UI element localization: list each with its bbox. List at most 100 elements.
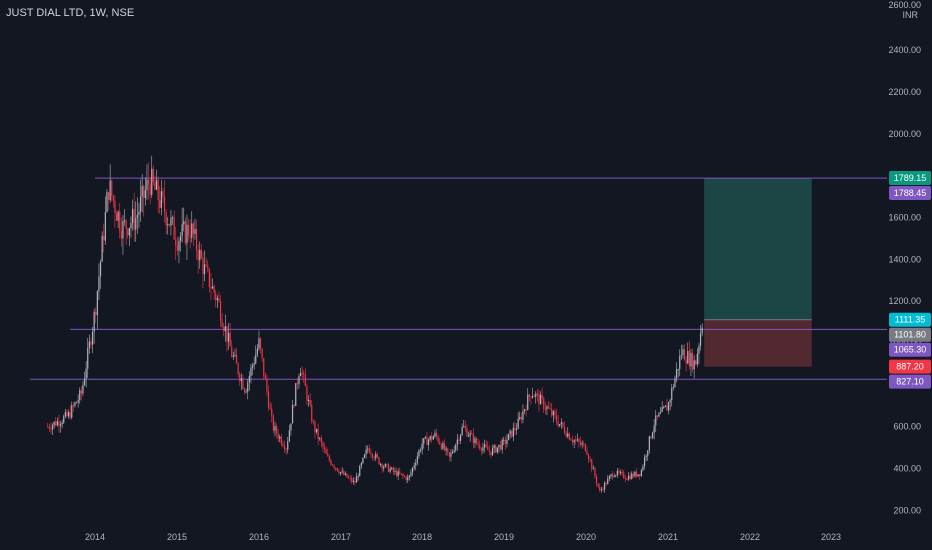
candle-body bbox=[527, 394, 529, 410]
x-tick-label: 2020 bbox=[576, 532, 596, 542]
price-badge bbox=[889, 374, 931, 389]
candle-body bbox=[77, 400, 79, 403]
candle-body bbox=[591, 459, 593, 469]
candle-body bbox=[91, 331, 94, 345]
candle-body bbox=[267, 391, 270, 408]
candle-body bbox=[432, 436, 434, 440]
candle-body bbox=[514, 427, 516, 430]
candle-body bbox=[285, 449, 287, 451]
candle-body bbox=[333, 465, 335, 468]
candle-body bbox=[423, 438, 425, 444]
candle-body bbox=[208, 268, 210, 288]
candle-body bbox=[187, 224, 190, 236]
candle-body bbox=[269, 407, 271, 409]
candle-body bbox=[659, 411, 662, 414]
candle-body bbox=[80, 390, 82, 394]
candle-body bbox=[378, 457, 380, 465]
price-badge-label: 1111.35 bbox=[895, 315, 926, 325]
candle-body bbox=[312, 421, 314, 423]
candle-body bbox=[394, 470, 396, 472]
candle-body bbox=[218, 298, 220, 302]
candle-body bbox=[279, 436, 281, 439]
candle-body bbox=[589, 458, 591, 460]
candle-body bbox=[275, 426, 278, 434]
candle-body bbox=[240, 378, 242, 382]
candle-body bbox=[655, 415, 657, 426]
candle-body bbox=[48, 426, 50, 429]
candle-body bbox=[443, 443, 446, 451]
candle-body bbox=[237, 363, 239, 375]
candle-body bbox=[338, 471, 340, 474]
candle-body bbox=[458, 439, 460, 441]
price-badge-label: 1101.80 bbox=[894, 330, 926, 340]
candle-body bbox=[355, 476, 358, 483]
candle-body bbox=[259, 338, 262, 349]
candle-body bbox=[487, 446, 489, 451]
candle-body bbox=[498, 444, 500, 448]
candle-body bbox=[184, 221, 186, 244]
candle-body bbox=[95, 312, 97, 316]
candle-body bbox=[357, 476, 359, 478]
candle-body bbox=[663, 407, 665, 409]
candle-body bbox=[82, 385, 84, 394]
candle-body bbox=[155, 179, 158, 190]
candle-body bbox=[531, 395, 534, 398]
profit-zone bbox=[704, 177, 812, 320]
candle-body bbox=[551, 408, 553, 416]
candle-body bbox=[373, 457, 375, 459]
candle-body bbox=[562, 422, 564, 427]
candle-body bbox=[226, 326, 228, 342]
candle-body bbox=[560, 422, 562, 425]
candle-body bbox=[291, 405, 294, 424]
candle-body bbox=[271, 408, 273, 416]
candle-body bbox=[191, 223, 193, 238]
candle-body bbox=[419, 450, 422, 452]
candle-body bbox=[165, 212, 167, 226]
candle-body bbox=[392, 467, 394, 472]
candle-body bbox=[311, 404, 313, 422]
currency-label: INR bbox=[903, 10, 919, 20]
y-tick-label: 2200.00 bbox=[888, 87, 921, 97]
candle-body bbox=[407, 477, 409, 481]
candle-body bbox=[192, 223, 194, 234]
candle-body bbox=[264, 375, 266, 379]
candle-body bbox=[680, 355, 682, 357]
candle-body bbox=[421, 443, 423, 451]
candle-body bbox=[679, 355, 681, 370]
candle-body bbox=[701, 327, 703, 334]
candle-body bbox=[479, 445, 481, 449]
x-tick-label: 2017 bbox=[331, 532, 351, 542]
candle-body bbox=[368, 448, 370, 453]
candle-body bbox=[581, 443, 583, 445]
candle-body bbox=[362, 457, 364, 464]
candle-body bbox=[512, 427, 514, 437]
candle-body bbox=[79, 390, 81, 401]
y-tick-label: 600.00 bbox=[893, 422, 921, 432]
candle-body bbox=[197, 250, 199, 261]
candle-body bbox=[691, 352, 694, 370]
candle-body bbox=[483, 444, 486, 448]
candle-body bbox=[263, 358, 265, 376]
candle-body bbox=[624, 477, 626, 479]
candle-body bbox=[650, 436, 652, 439]
candle-body bbox=[106, 192, 108, 213]
candle-body bbox=[456, 439, 458, 445]
candle-body bbox=[557, 421, 559, 426]
candle-body bbox=[493, 445, 495, 449]
candle-body bbox=[507, 433, 510, 441]
candle-body bbox=[282, 443, 284, 447]
candle-body bbox=[141, 186, 143, 197]
candle-body bbox=[570, 439, 572, 441]
candle-body bbox=[543, 398, 545, 409]
candle-body bbox=[248, 376, 250, 383]
candle-body bbox=[203, 264, 206, 275]
candle-body bbox=[162, 191, 164, 197]
candle-body bbox=[288, 430, 290, 442]
candle-body bbox=[370, 452, 372, 455]
candle-body bbox=[88, 341, 90, 348]
candle-body bbox=[219, 301, 222, 322]
candle-body bbox=[179, 235, 182, 242]
price-badge-label: 1065.30 bbox=[894, 345, 927, 355]
candle-body bbox=[615, 475, 617, 477]
